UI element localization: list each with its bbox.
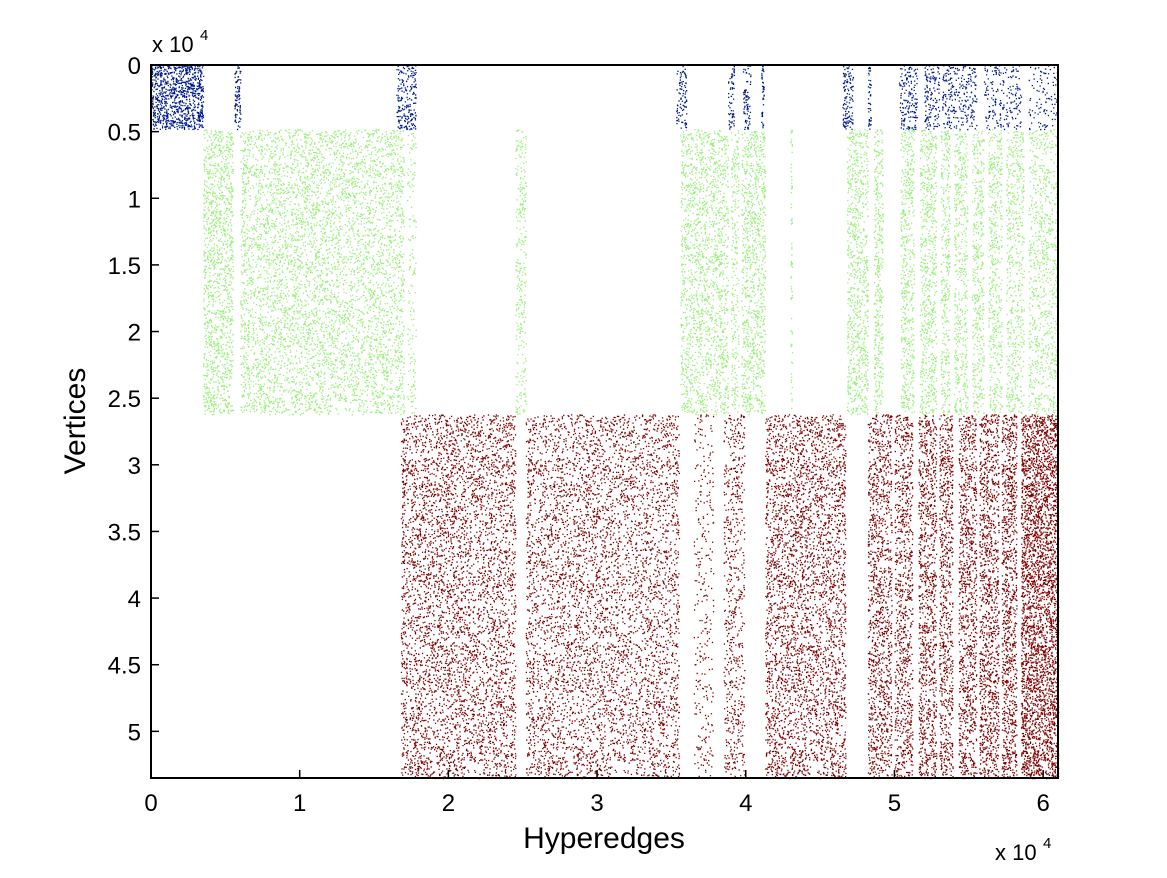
y-tick-label: 3.5 bbox=[108, 519, 141, 546]
x-tick-label: 3 bbox=[590, 790, 603, 817]
y-tick-label: 0 bbox=[128, 53, 141, 80]
plot-frame bbox=[150, 64, 1059, 779]
x-axis-title: Hyperedges bbox=[523, 822, 685, 855]
series-2-band-0 bbox=[400, 414, 517, 780]
series-0-band-1 bbox=[234, 66, 242, 131]
series-0-band-10 bbox=[924, 65, 941, 130]
series-0-band-9 bbox=[898, 65, 918, 131]
series-1-band-13 bbox=[954, 129, 969, 416]
series-2-band-12 bbox=[1020, 414, 1060, 780]
series-1-band-7 bbox=[790, 129, 794, 410]
series-0-band-4 bbox=[728, 65, 736, 130]
x-tick-label: 0 bbox=[144, 790, 157, 817]
series-2-band-10 bbox=[979, 414, 1000, 779]
x-tick-label: 2 bbox=[442, 790, 455, 817]
x-tick-label: 6 bbox=[1036, 790, 1049, 817]
x-tick-label: 4 bbox=[739, 790, 752, 817]
series-0-band-13 bbox=[1028, 65, 1059, 131]
x-exponent-text: x 10 bbox=[995, 840, 1037, 865]
series-2-band-5 bbox=[867, 414, 893, 779]
x-exponent-label: x 10 4 bbox=[995, 835, 1051, 865]
series-2-band-11 bbox=[1001, 414, 1018, 779]
series-1-band-11 bbox=[919, 129, 938, 415]
x-axis: 0 1 2 3 4 5 6 bbox=[144, 770, 1050, 817]
series-1-band-16 bbox=[1006, 131, 1025, 415]
series-1-band-6 bbox=[741, 131, 767, 416]
y-tick-label: 4.5 bbox=[108, 653, 141, 680]
series-1-band-14 bbox=[971, 129, 985, 416]
series-2-band-1 bbox=[525, 414, 681, 780]
y-tick-label: 2.5 bbox=[108, 386, 141, 413]
series-1-band-9 bbox=[873, 129, 884, 414]
series-2-band-4 bbox=[765, 414, 847, 780]
y-tick-label: 0.5 bbox=[108, 120, 141, 147]
y-exponent-text: x 10 bbox=[152, 32, 194, 57]
y-tick-label: 1 bbox=[128, 186, 141, 213]
scatter-marks bbox=[151, 65, 1060, 780]
x-tick-label: 1 bbox=[293, 790, 306, 817]
series-1-band-5 bbox=[730, 130, 740, 413]
series-1-band-15 bbox=[988, 129, 1003, 416]
x-exponent-power: 4 bbox=[1043, 835, 1051, 852]
series-1-band-8 bbox=[846, 129, 869, 416]
series-0-band-2 bbox=[396, 65, 417, 131]
series-0-band-0 bbox=[151, 65, 205, 131]
series-0-band-6 bbox=[761, 65, 765, 129]
series-0-band-5 bbox=[742, 65, 752, 130]
series-2-band-9 bbox=[958, 415, 978, 780]
y-exponent-label: x 10 4 bbox=[152, 27, 208, 57]
series-1-band-2 bbox=[407, 133, 417, 414]
y-tick-label: 2 bbox=[128, 320, 141, 347]
series-0-band-8 bbox=[867, 66, 872, 130]
y-tick-label: 3 bbox=[128, 453, 141, 480]
y-tick-label: 1.5 bbox=[108, 253, 141, 280]
series-0-band-11 bbox=[942, 65, 978, 131]
series-2-band-8 bbox=[939, 414, 954, 780]
series-1-band-12 bbox=[940, 130, 951, 416]
y-axis-title: Vertices bbox=[59, 368, 92, 475]
series-1-band-17 bbox=[1028, 129, 1060, 416]
series-1-band-3 bbox=[515, 129, 527, 415]
y-tick-label: 5 bbox=[128, 719, 141, 746]
series-0-band-7 bbox=[842, 65, 855, 130]
y-axis: 0 0.5 1 1.5 2 2.5 3 3.5 4 4.5 5 bbox=[108, 53, 159, 746]
series-2-band-2 bbox=[693, 414, 715, 777]
series-1-band-1 bbox=[240, 129, 405, 416]
series-1-band-0 bbox=[203, 129, 234, 416]
y-tick-label: 4 bbox=[128, 586, 141, 613]
x-tick-label: 5 bbox=[888, 790, 901, 817]
series-2-band-3 bbox=[723, 414, 746, 777]
series-0-band-3 bbox=[676, 66, 688, 129]
y-exponent-power: 4 bbox=[200, 27, 208, 44]
series-1-band-10 bbox=[900, 129, 916, 414]
series-2-band-6 bbox=[894, 414, 914, 779]
series-2-band-7 bbox=[918, 414, 938, 780]
series-0-band-12 bbox=[983, 65, 1023, 131]
series-1-band-4 bbox=[680, 129, 730, 416]
